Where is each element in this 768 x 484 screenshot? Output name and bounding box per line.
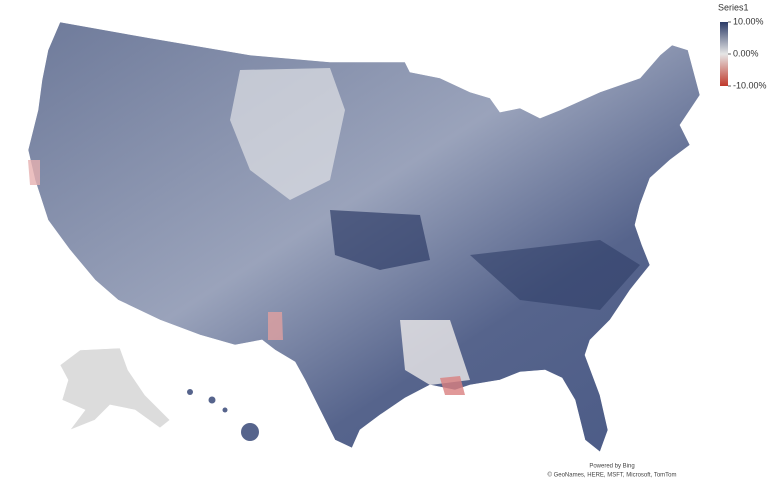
legend-tick-label: 0.00% — [733, 48, 759, 58]
red-region — [268, 312, 283, 340]
attribution: © GeoNames, HERE, MSFT, Microsoft, TomTo… — [547, 472, 676, 479]
attribution: Powered by Bing — [589, 464, 634, 470]
dark-region — [330, 210, 430, 270]
hawaii — [187, 389, 259, 441]
legend-title: Series1 — [718, 2, 749, 12]
legend-bar — [720, 22, 728, 86]
red-region — [28, 160, 40, 185]
alaska — [59, 347, 171, 431]
legend-tick-label: -10.00% — [733, 80, 767, 90]
legend-tick-label: 10.00% — [733, 16, 764, 26]
light-region — [400, 320, 470, 385]
light-region — [230, 68, 345, 200]
dark-region — [470, 240, 640, 310]
red-region — [440, 376, 465, 395]
